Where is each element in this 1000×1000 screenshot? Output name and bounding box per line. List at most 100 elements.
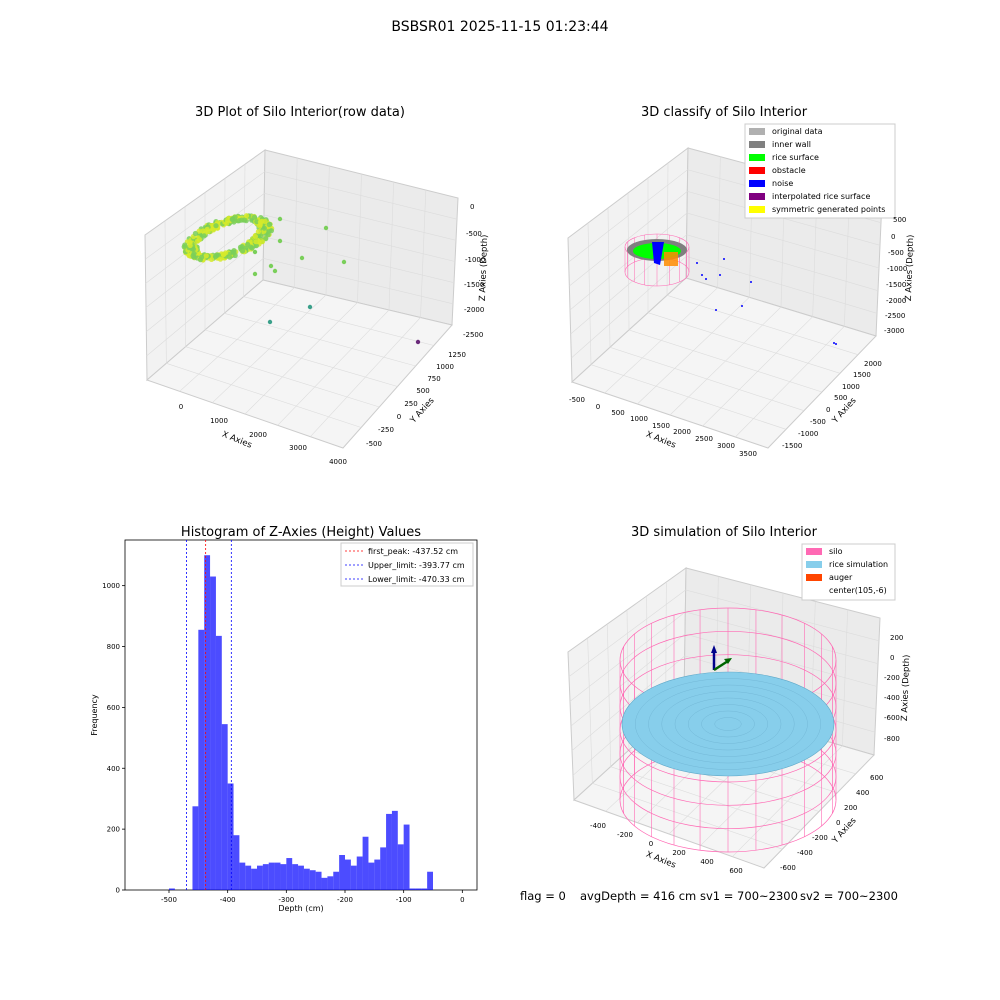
grid-line xyxy=(570,234,879,335)
cls-ztick: 0 xyxy=(891,233,895,241)
raw-ztick: -1000 xyxy=(465,256,485,264)
cls-xtick: 3500 xyxy=(739,450,757,458)
noise-point xyxy=(833,342,835,344)
legend-label: rice simulation xyxy=(829,560,888,569)
raw-point xyxy=(220,252,226,258)
histogram-bar xyxy=(169,888,175,890)
legend-swatch-obstacle xyxy=(749,167,765,174)
classify-legend: original data inner wall rice surface ob… xyxy=(744,123,896,219)
raw-point xyxy=(196,236,202,243)
histogram-bar xyxy=(303,868,310,890)
cls-ztick: -2500 xyxy=(885,312,905,320)
classify-plot-title: 3D classify of Silo Interior xyxy=(641,105,808,120)
legend-swatch-rice-sim xyxy=(806,561,822,568)
histogram-ylabel: Frequency xyxy=(90,694,99,736)
raw-point xyxy=(213,223,219,229)
sim-ylabel: Y Axies xyxy=(830,815,859,846)
panel-histogram: Histogram of Z-Axies (Height) Values -50… xyxy=(90,525,478,913)
raw-point xyxy=(204,226,210,232)
cls-ytick: 1000 xyxy=(842,383,860,391)
histogram-bar xyxy=(245,865,252,890)
histogram-bar xyxy=(227,783,234,890)
cls-ytick: -1500 xyxy=(782,442,802,450)
legend-label: inner wall xyxy=(772,140,811,149)
legend-label: auger xyxy=(829,573,853,582)
histogram-yticks: 0 200 400 600 800 1000 xyxy=(102,582,125,895)
raw-ztick: 0 xyxy=(470,203,474,211)
raw-point xyxy=(263,236,269,242)
raw-point xyxy=(242,217,248,223)
legend-swatch-original xyxy=(749,128,765,135)
cls-zlabel: Z Axies (Depth) xyxy=(904,234,916,301)
histogram-bar xyxy=(386,813,392,890)
raw-point xyxy=(251,214,257,220)
histogram-xlabel: Depth (cm) xyxy=(278,904,323,913)
sim-rice-mesh xyxy=(635,678,821,770)
sim-ytick: -200 xyxy=(812,834,828,842)
histogram-xtick-label: -100 xyxy=(396,896,412,904)
raw-xtick: 1000 xyxy=(210,417,228,425)
histogram-bar xyxy=(198,629,205,890)
histogram-bar xyxy=(321,877,328,890)
simulation-plot-title: 3D simulation of Silo Interior xyxy=(631,525,818,540)
raw-ytick: 750 xyxy=(427,375,440,383)
histogram-ytick-label: 1000 xyxy=(102,582,120,590)
raw-point xyxy=(225,217,231,223)
cls-ztick: 500 xyxy=(893,216,906,224)
raw-point xyxy=(199,254,205,260)
raw-outlier xyxy=(268,263,274,269)
histogram-xtick-label: -500 xyxy=(161,896,177,904)
panel-simulation-3d: 3D simulation of Silo Interior silo rice… xyxy=(567,525,912,875)
legend-label: interpolated rice surface xyxy=(772,192,870,201)
histogram-bar xyxy=(403,824,410,890)
histogram-xtick-label: 0 xyxy=(460,896,464,904)
sim-rice-surface xyxy=(621,671,835,777)
histogram-bar xyxy=(333,871,340,890)
raw-xtick: 4000 xyxy=(329,458,347,466)
histogram-bar xyxy=(257,865,263,890)
histogram-bar xyxy=(391,810,398,890)
sim-ztick: -400 xyxy=(884,694,900,702)
sim-ztick: -600 xyxy=(884,714,900,722)
classify-grid xyxy=(568,156,882,438)
sim-ytick: -600 xyxy=(780,864,796,872)
grid-line xyxy=(146,258,454,357)
histogram-bar xyxy=(286,858,293,890)
raw-point xyxy=(196,228,202,234)
histogram-bar xyxy=(309,870,316,890)
histogram-bar xyxy=(350,865,357,890)
legend-label: center(105,-6) xyxy=(829,586,887,595)
legend-swatch-auger xyxy=(806,574,822,581)
legend-swatch-interp xyxy=(749,193,765,200)
noise-point xyxy=(715,309,717,311)
raw-point xyxy=(230,249,237,255)
cls-ytick: -1000 xyxy=(798,430,818,438)
sim-center-x-arrowhead xyxy=(724,658,732,664)
raw-outlier xyxy=(267,319,273,325)
classify-obstacle-region xyxy=(664,252,678,266)
legend-swatch-inner-wall xyxy=(749,141,765,148)
raw-point xyxy=(214,252,220,258)
grid-line xyxy=(666,295,859,355)
legend-label: noise xyxy=(772,179,793,188)
raw-point xyxy=(192,230,198,237)
raw-point xyxy=(186,253,192,259)
legend-label: first_peak: -437.52 cm xyxy=(368,547,458,556)
histogram-bar xyxy=(292,864,299,890)
grid-line xyxy=(243,296,434,346)
legend-label: Upper_limit: -393.77 cm xyxy=(368,561,465,570)
histogram-bar xyxy=(215,635,222,890)
rice-mesh-ring xyxy=(648,684,808,764)
noise-point xyxy=(719,274,721,276)
histogram-bar xyxy=(380,847,387,890)
histogram-bar xyxy=(397,844,404,890)
noise-point xyxy=(701,274,703,276)
raw-ztick: -500 xyxy=(466,230,482,238)
histogram-bar xyxy=(374,859,381,890)
raw-point xyxy=(182,242,188,248)
sim-xtick: -400 xyxy=(590,822,606,830)
sim-ytick: 400 xyxy=(856,789,869,797)
histogram-bar xyxy=(268,862,275,890)
raw-point xyxy=(191,251,197,257)
